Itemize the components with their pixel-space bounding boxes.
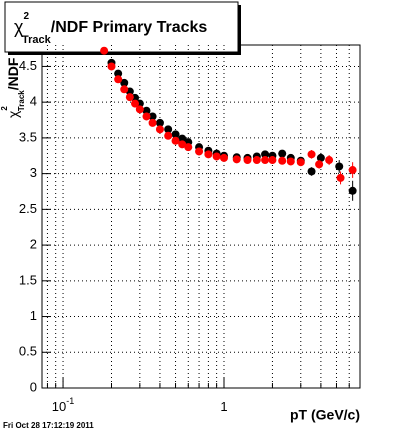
title-sup: 2 <box>23 11 29 22</box>
data-point <box>348 166 357 175</box>
data-point <box>335 162 344 171</box>
data-point <box>155 125 164 134</box>
data-point <box>219 153 228 162</box>
data-point <box>204 150 213 159</box>
y-label-symbol: χ <box>5 110 21 118</box>
y-tick-label: 3.5 <box>19 129 37 144</box>
x-tick-label: 10-1 <box>52 396 74 414</box>
y-tick-label: 2 <box>30 237 37 252</box>
y-tick-label: 1.5 <box>19 272 37 287</box>
data-point <box>316 153 325 162</box>
data-point <box>296 158 305 167</box>
data-point <box>252 156 261 165</box>
data-point <box>148 112 157 121</box>
data-point <box>178 134 187 143</box>
title-rest: /NDF Primary Tracks <box>51 19 208 36</box>
title-box <box>4 1 239 53</box>
data-point <box>125 93 134 102</box>
title: χ2 Track/NDF Primary Tracks <box>14 11 207 46</box>
x-tick-base: 10 <box>52 399 66 414</box>
data-point <box>184 143 193 152</box>
data-point <box>135 105 144 114</box>
data-point <box>114 75 123 84</box>
y-tick-label: 0.5 <box>19 344 37 359</box>
y-tick-label: 4 <box>30 94 37 109</box>
data-point <box>131 99 140 108</box>
y-label-rest: /NDF <box>5 57 21 90</box>
data-point <box>100 46 109 55</box>
data-point <box>307 150 316 159</box>
data-point <box>155 118 164 127</box>
y-label: χ2 Track/NDF <box>0 57 26 118</box>
data-point <box>315 160 324 169</box>
data-point <box>107 62 116 71</box>
y-tick-label: 3 <box>30 165 37 180</box>
data-point <box>142 112 151 121</box>
data-point <box>114 69 123 78</box>
data-point <box>178 140 187 149</box>
data-point <box>261 156 270 165</box>
y-label-sup: 2 <box>0 106 9 111</box>
data-point <box>268 156 277 165</box>
title-sub: Track <box>22 34 52 46</box>
data-point <box>164 125 173 134</box>
data-point <box>171 130 180 139</box>
x-tick-base: 1 <box>220 399 227 414</box>
data-point <box>148 118 157 127</box>
timestamp: Fri Oct 28 17:12:19 2011 <box>3 421 94 430</box>
data-point <box>212 152 221 161</box>
data-point <box>307 167 316 176</box>
data-point <box>348 186 357 195</box>
data-point <box>336 173 345 182</box>
data-point <box>171 136 180 145</box>
data-point <box>142 106 151 115</box>
y-tick-label: 0 <box>30 379 37 394</box>
title-symbol: χ <box>14 17 24 37</box>
data-point <box>243 156 252 165</box>
data-point <box>195 147 204 156</box>
x-tick-label: 1 <box>220 399 227 414</box>
y-tick-label: 4.5 <box>19 58 37 73</box>
data-point <box>261 150 270 159</box>
data-point <box>325 156 334 165</box>
y-label-sub: Track <box>17 90 26 111</box>
data-point <box>120 78 129 87</box>
y-tick-label: 2.5 <box>19 201 37 216</box>
data-point <box>120 85 129 94</box>
x-tick-exponent: -1 <box>66 396 74 406</box>
data-point <box>286 157 295 166</box>
y-tick-label: 1 <box>30 308 37 323</box>
data-point <box>232 155 241 164</box>
data-point <box>164 131 173 140</box>
x-label: pT (GeV/c) <box>290 407 360 423</box>
data-point <box>278 149 287 158</box>
data-point <box>278 156 287 165</box>
